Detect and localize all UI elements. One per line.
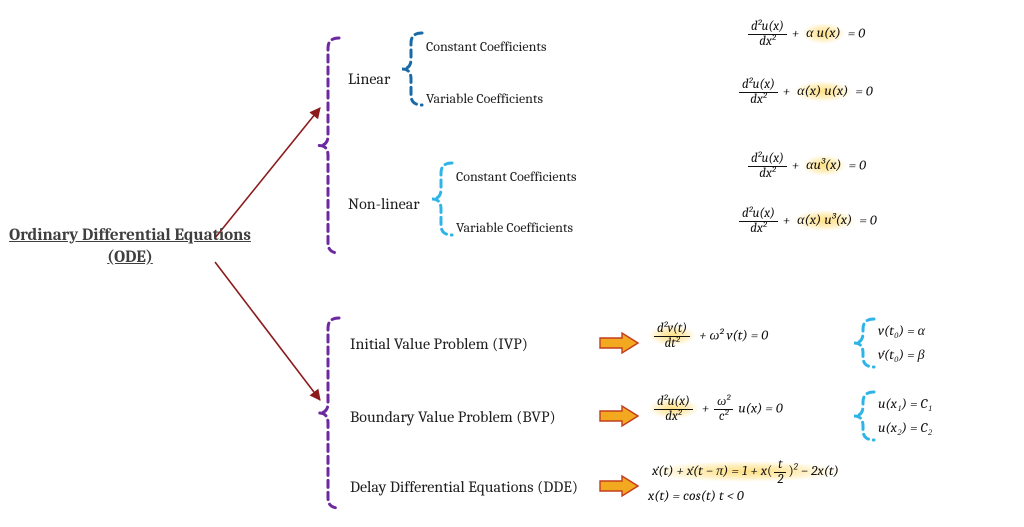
bvp-label: Boundary Value Problem (BVP) <box>350 408 556 426</box>
eqn-linear-var: d²u(x)dx² + α(x) u(x) = 0 <box>737 78 873 106</box>
linear-const-coef: Constant Coefficients <box>426 38 546 55</box>
linear-label: Linear <box>348 70 390 88</box>
eqn-nonlinear-var: d²u(x)dx² + α(x) u³(x) = 0 <box>737 207 877 235</box>
title-line2: (ODE) <box>107 248 153 267</box>
dde-label: Delay Differential Equations (DDE) <box>350 478 578 496</box>
ivp-cond2: v̇(t₀) = β <box>878 346 925 364</box>
eqn-dde: ẋ(t) + ẋ(t − π) = 1 + x(t2)2 − 2x(t) x(t… <box>648 458 843 506</box>
bvp-cond2: u(x₂) = C₂ <box>878 419 932 437</box>
linear-var-coef: Variable Coefficients <box>426 90 543 107</box>
eqn-nonlinear-const: d²u(x)dx² + αu³(x) = 0 <box>746 152 866 180</box>
nonlinear-var-coef: Variable Coefficients <box>456 219 573 236</box>
ivp-label: Initial Value Problem (IVP) <box>350 335 528 353</box>
eqn-bvp: d²u(x)dx² + ω²c² u(x) = 0 <box>648 395 783 423</box>
ivp-cond1: v(t₀) = α <box>878 322 925 340</box>
eqn-linear-const: d²u(x)dx² + α u(x) = 0 <box>746 20 865 48</box>
title-line1: Ordinary Differential Equations <box>9 226 251 245</box>
eqn-ivp: d²v(t)dt² + ω² v(t) = 0 <box>648 322 768 350</box>
bvp-cond1: u(x₁) = C₁ <box>878 395 932 413</box>
root-title: Ordinary Differential Equations (ODE) <box>0 225 260 269</box>
nonlinear-const-coef: Constant Coefficients <box>456 168 576 185</box>
block-arrow-group <box>600 333 638 496</box>
nonlinear-label: Non-linear <box>348 195 420 213</box>
